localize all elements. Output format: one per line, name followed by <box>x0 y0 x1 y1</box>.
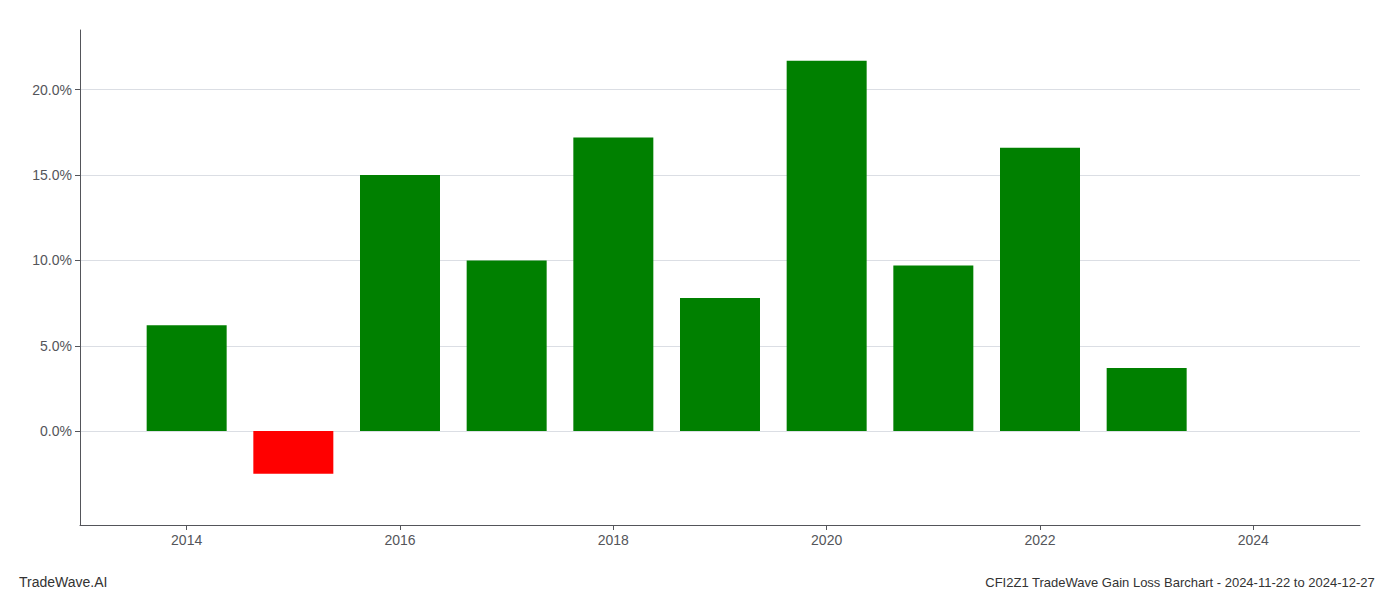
svg-text:CFI2Z1 TradeWave Gain Loss Bar: CFI2Z1 TradeWave Gain Loss Barchart - 20… <box>985 575 1374 590</box>
svg-text:2018: 2018 <box>598 532 629 548</box>
svg-text:20.0%: 20.0% <box>32 82 72 98</box>
svg-text:2016: 2016 <box>384 532 415 548</box>
svg-text:5.0%: 5.0% <box>40 338 72 354</box>
svg-text:10.0%: 10.0% <box>32 252 72 268</box>
svg-text:2024: 2024 <box>1238 532 1269 548</box>
svg-text:2022: 2022 <box>1024 532 1055 548</box>
svg-text:2014: 2014 <box>171 532 202 548</box>
svg-text:15.0%: 15.0% <box>32 167 72 183</box>
svg-text:TradeWave.AI: TradeWave.AI <box>19 574 107 590</box>
svg-text:2020: 2020 <box>811 532 842 548</box>
svg-text:0.0%: 0.0% <box>40 423 72 439</box>
